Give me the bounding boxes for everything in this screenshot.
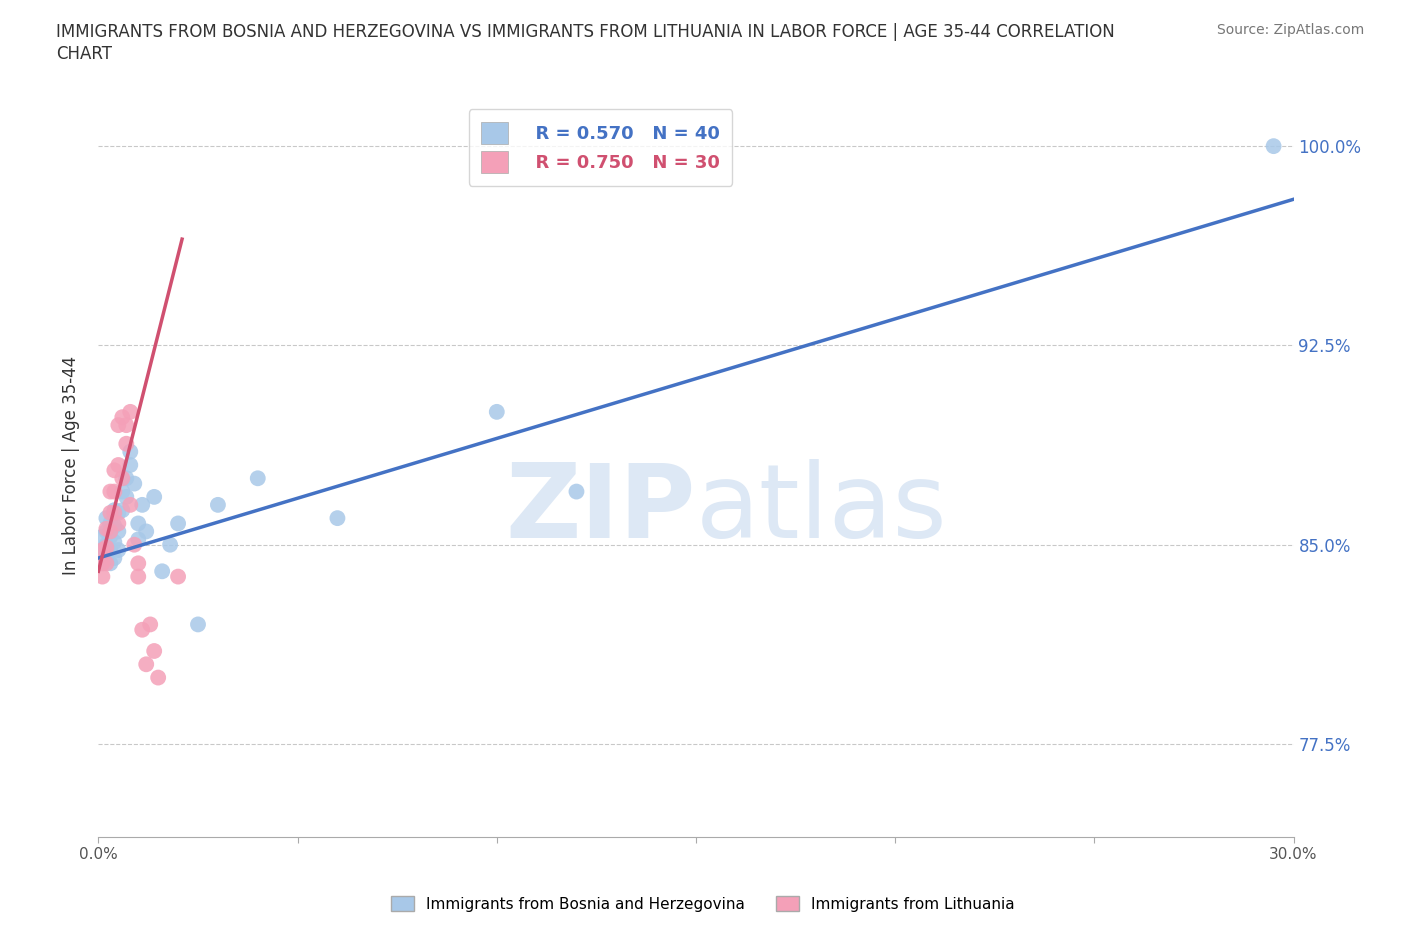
- Point: [111, 471, 134, 485]
- Point: [115, 489, 138, 504]
- Point: [187, 617, 209, 631]
- Point: [246, 471, 269, 485]
- Point: [103, 505, 125, 520]
- Point: [98, 505, 122, 520]
- Legend:   R = 0.570   N = 40,   R = 0.750   N = 30: R = 0.570 N = 40, R = 0.750 N = 30: [468, 110, 733, 186]
- Point: [159, 538, 181, 552]
- Point: [143, 644, 166, 658]
- Point: [103, 463, 125, 478]
- Point: [98, 542, 122, 557]
- Point: [98, 524, 122, 538]
- Point: [107, 516, 129, 531]
- Point: [1263, 139, 1285, 153]
- Text: CHART: CHART: [56, 45, 112, 62]
- Point: [127, 556, 149, 571]
- Point: [111, 410, 134, 425]
- Point: [120, 458, 142, 472]
- Point: [111, 485, 134, 499]
- Point: [103, 519, 125, 534]
- Point: [120, 498, 142, 512]
- Point: [103, 535, 125, 550]
- Point: [91, 542, 114, 557]
- Point: [167, 569, 190, 584]
- Point: [143, 489, 166, 504]
- Point: [107, 524, 129, 538]
- Point: [96, 511, 118, 525]
- Point: [150, 564, 173, 578]
- Point: [326, 511, 349, 525]
- Point: [98, 556, 122, 571]
- Point: [96, 538, 118, 552]
- Point: [98, 516, 122, 531]
- Point: [115, 471, 138, 485]
- Point: [96, 540, 118, 555]
- Point: [127, 516, 149, 531]
- Point: [91, 569, 114, 584]
- Point: [207, 498, 229, 512]
- Point: [103, 485, 125, 499]
- Y-axis label: In Labor Force | Age 35-44: In Labor Force | Age 35-44: [62, 355, 80, 575]
- Point: [131, 498, 153, 512]
- Point: [96, 551, 118, 565]
- Point: [120, 445, 142, 459]
- Point: [485, 405, 508, 419]
- Point: [103, 503, 125, 518]
- Point: [135, 524, 157, 538]
- Point: [124, 476, 146, 491]
- Point: [115, 418, 138, 432]
- Text: atlas: atlas: [696, 459, 948, 560]
- Point: [98, 485, 122, 499]
- Text: ZIP: ZIP: [506, 459, 696, 560]
- Point: [96, 556, 118, 571]
- Point: [103, 551, 125, 565]
- Point: [148, 671, 170, 685]
- Point: [127, 569, 149, 584]
- Point: [107, 418, 129, 432]
- Point: [91, 542, 114, 557]
- Point: [565, 485, 588, 499]
- Point: [135, 657, 157, 671]
- Legend: Immigrants from Bosnia and Herzegovina, Immigrants from Lithuania: Immigrants from Bosnia and Herzegovina, …: [385, 889, 1021, 918]
- Point: [124, 538, 146, 552]
- Point: [115, 436, 138, 451]
- Point: [167, 516, 190, 531]
- Point: [111, 503, 134, 518]
- Point: [107, 542, 129, 557]
- Point: [107, 458, 129, 472]
- Point: [139, 617, 162, 631]
- Text: Source: ZipAtlas.com: Source: ZipAtlas.com: [1216, 23, 1364, 37]
- Point: [96, 522, 118, 537]
- Point: [107, 505, 129, 520]
- Point: [91, 529, 114, 544]
- Point: [131, 622, 153, 637]
- Point: [91, 556, 114, 571]
- Point: [98, 529, 122, 544]
- Point: [91, 556, 114, 571]
- Point: [127, 532, 149, 547]
- Point: [96, 524, 118, 538]
- Text: IMMIGRANTS FROM BOSNIA AND HERZEGOVINA VS IMMIGRANTS FROM LITHUANIA IN LABOR FOR: IMMIGRANTS FROM BOSNIA AND HERZEGOVINA V…: [56, 23, 1115, 41]
- Point: [120, 405, 142, 419]
